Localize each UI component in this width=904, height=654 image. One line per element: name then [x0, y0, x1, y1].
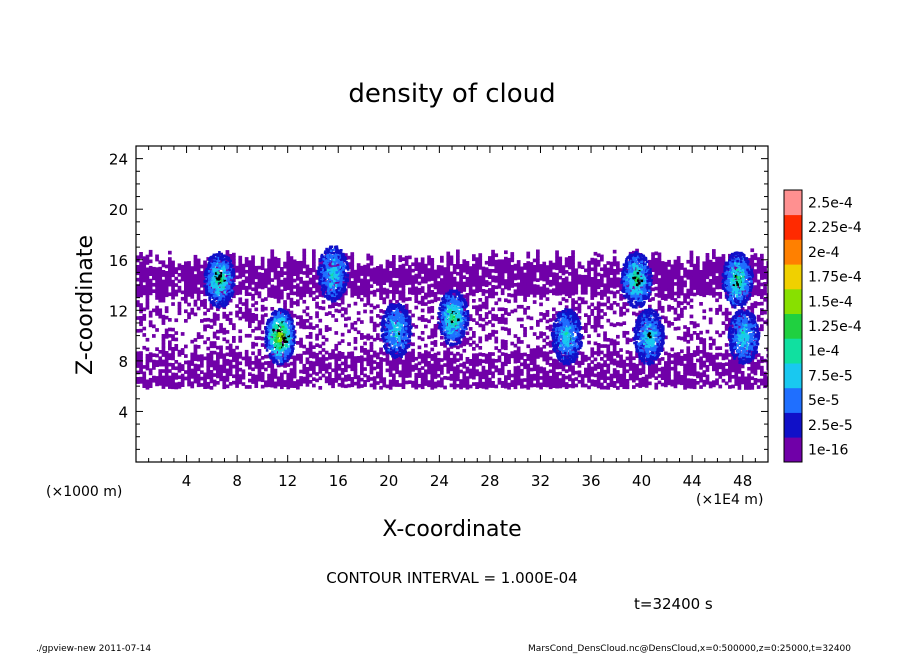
colorbar-swatch: [784, 239, 802, 265]
y-tick-label: 8: [118, 353, 128, 371]
colorbar-swatch: [784, 214, 802, 240]
x-tick-label: 4: [182, 472, 192, 490]
x-tick-label: 24: [430, 472, 449, 490]
x-axis: 4 8 12 16 20 24 28 32 36 40 44 48: [148, 146, 756, 490]
plot-area: [136, 245, 768, 390]
x-tick-label: 8: [232, 472, 242, 490]
colorbar-label: 1e-4: [808, 344, 840, 360]
contour-interval-label: CONTOUR INTERVAL = 1.000E-04: [326, 569, 577, 587]
colorbar-swatch: [784, 387, 802, 413]
x-tick-label: 36: [581, 472, 600, 490]
footer-left: ./gpview-new 2011-07-14: [36, 644, 151, 654]
colorbar-swatch: [784, 288, 802, 314]
colorbar-label: 1.5e-4: [808, 294, 853, 310]
colorbar-label: 2e-4: [808, 245, 840, 261]
colorbar-label: 1.25e-4: [808, 319, 862, 335]
colorbar-swatch: [784, 437, 802, 463]
x-tick-label: 40: [632, 472, 651, 490]
y-axis-title: Z-coordinate: [73, 235, 98, 375]
footer-right: MarsCond_DensCloud.nc@DensCloud,x=0:5000…: [528, 644, 851, 654]
colorbar-swatch: [784, 338, 802, 364]
x-tick-label: 16: [329, 472, 348, 490]
colorbar-swatch: [784, 190, 802, 216]
x-tick-label: 20: [379, 472, 398, 490]
colorbar-label: 1e-16: [808, 443, 848, 459]
y-tick-label: 24: [109, 151, 128, 169]
y-unit-label: (×1000 m): [46, 484, 122, 500]
x-axis-title: X-coordinate: [382, 517, 521, 542]
y-tick-label: 4: [118, 403, 128, 421]
density-field: [136, 245, 768, 390]
colorbar-swatch: [784, 412, 802, 438]
x-tick-label: 32: [531, 472, 550, 490]
x-tick-label: 48: [733, 472, 752, 490]
x-unit-label: (×1E4 m): [696, 492, 763, 508]
colorbar-label: 5e-5: [808, 393, 839, 409]
x-tick-label: 44: [683, 472, 702, 490]
chart-title: density of cloud: [348, 79, 555, 109]
x-tick-label: 28: [480, 472, 499, 490]
y-tick-label: 16: [109, 252, 128, 270]
y-axis: 4 8 12 16 20 24: [109, 151, 768, 450]
colorbar-swatch: [784, 363, 802, 389]
colorbar-swatch: [784, 264, 802, 290]
colorbar: 1e-16 2.5e-5 5e-5 7.5e-5 1e-4 1.25e-4 1.5e-4 1.…: [783, 189, 862, 463]
time-label: t=32400 s: [634, 595, 713, 613]
colorbar-swatch: [784, 313, 802, 339]
colorbar-label: 2.5e-5: [808, 418, 853, 434]
y-tick-label: 20: [109, 201, 128, 219]
colorbar-label: 2.5e-4: [808, 195, 853, 211]
colorbar-label: 7.5e-5: [808, 369, 853, 385]
y-tick-label: 12: [109, 302, 128, 320]
colorbar-label: 2.25e-4: [808, 220, 862, 236]
colorbar-label: 1.75e-4: [808, 270, 862, 286]
x-tick-label: 12: [278, 472, 297, 490]
